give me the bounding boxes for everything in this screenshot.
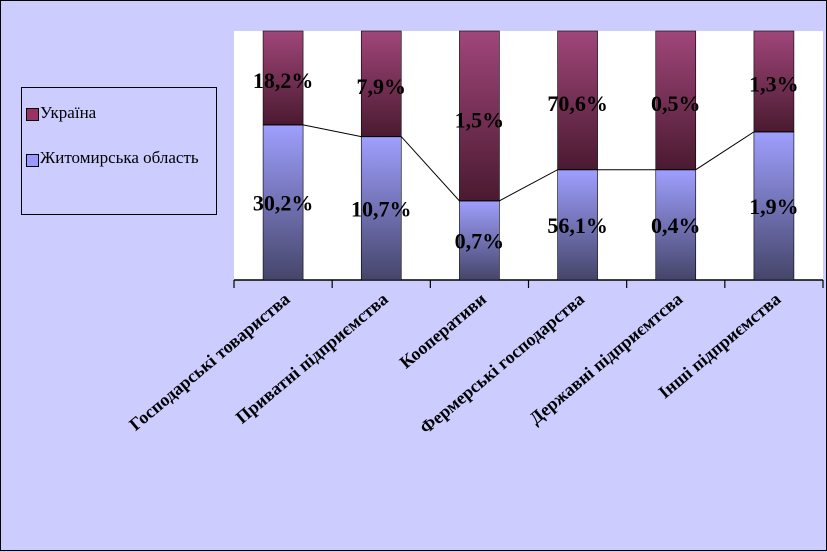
- data-label-zhytomyr-4: 0,4%: [651, 213, 701, 238]
- bar-ukraine-4: [655, 30, 697, 170]
- category-label-2: Кооперативи: [396, 289, 490, 373]
- data-label-zhytomyr-3: 56,1%: [547, 213, 608, 238]
- legend-swatch-ukraine: [26, 108, 39, 121]
- data-label-ukraine-1: 7,9%: [357, 74, 407, 99]
- legend: Україна Житомирська область: [21, 87, 217, 215]
- data-label-ukraine-2: 1,5%: [455, 107, 505, 132]
- data-labels-layer: 18,2% 30,2% 7,9% 10,7% 1,5% 0,7% 70,6% 56,1% 0,5…: [253, 68, 799, 254]
- data-label-ukraine-5: 1,3%: [749, 71, 799, 96]
- category-label-0: Господарські товариства: [125, 289, 293, 435]
- data-label-ukraine-0: 18,2%: [253, 68, 314, 93]
- legend-swatch-zhytomyr: [26, 154, 39, 167]
- data-label-zhytomyr-2: 0,7%: [455, 228, 505, 253]
- data-label-ukraine-3: 70,6%: [547, 91, 608, 116]
- category-label-3: Фермерські господарства: [416, 289, 588, 438]
- bars-layer: [262, 30, 795, 281]
- data-label-zhytomyr-1: 10,7%: [351, 196, 412, 221]
- ticks-layer: [233, 280, 824, 288]
- plot-area: [234, 31, 823, 280]
- data-label-ukraine-4: 0,5%: [651, 91, 701, 116]
- legend-label-ukraine: Україна: [40, 103, 97, 122]
- data-label-zhytomyr-5: 1,9%: [749, 194, 799, 219]
- legend-item-zhytomyr: Житомирська область: [26, 147, 210, 169]
- bar-ukraine-3: [557, 30, 598, 170]
- series-connector-line: [263, 124, 794, 202]
- bar-zhytomyr-0: [262, 124, 304, 281]
- legend-label-zhytomyr: Житомирська область: [40, 148, 199, 167]
- bar-zhytomyr-5: [753, 131, 795, 281]
- bar-zhytomyr-4: [655, 169, 697, 281]
- bar-zhytomyr-2: [459, 200, 500, 281]
- bar-zhytomyr-3: [557, 169, 598, 281]
- legend-item-ukraine: Україна: [26, 102, 97, 124]
- bar-ukraine-1: [360, 30, 402, 137]
- bar-ukraine-5: [753, 30, 795, 133]
- data-label-zhytomyr-0: 30,2%: [253, 190, 314, 215]
- bar-ukraine-0: [262, 30, 304, 126]
- bar-ukraine-2: [459, 30, 500, 202]
